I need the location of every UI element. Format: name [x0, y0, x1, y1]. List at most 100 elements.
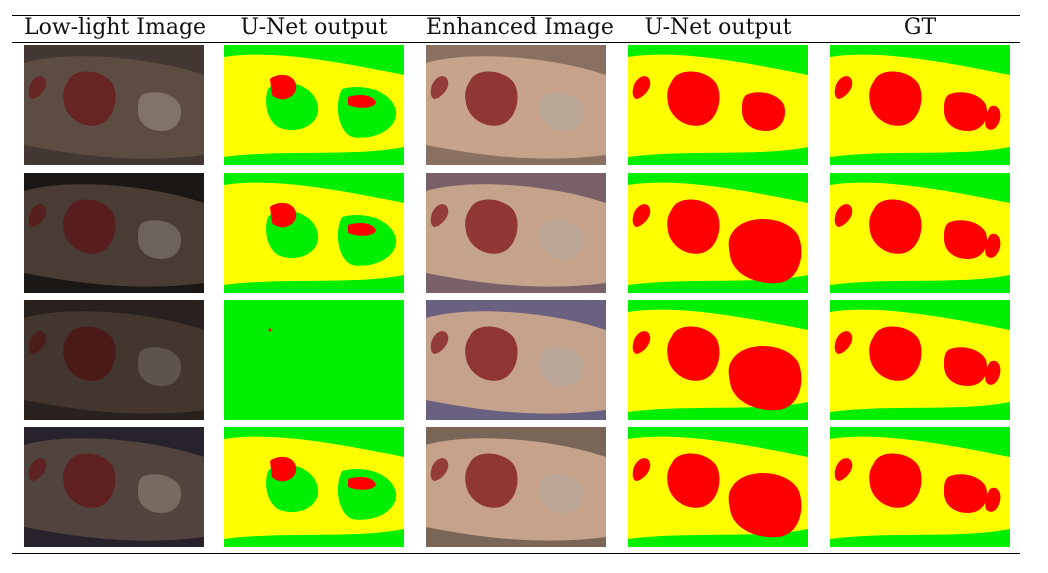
segmentation-mask: [830, 427, 1010, 547]
segmentation-mask: [830, 173, 1010, 293]
photo-cell: [24, 300, 204, 420]
wound-class-region: [728, 472, 802, 538]
wound-class-region: [944, 474, 988, 513]
wound-region: [465, 453, 518, 508]
graft-region: [540, 474, 584, 513]
wound-class-region: [944, 347, 988, 386]
wound-region: [465, 326, 518, 381]
wound-photo: [24, 173, 204, 293]
wound-class-region: [632, 204, 651, 227]
lowlight-shade: [24, 427, 204, 547]
lowlight-shade: [24, 45, 204, 165]
segmentation-mask-cell: [628, 45, 808, 165]
small-wound-region: [430, 458, 449, 481]
small-wound-region: [28, 458, 47, 481]
wound-photo: [24, 300, 204, 420]
column-header-enhanced-image: Enhanced Image: [426, 15, 614, 40]
graft-region: [138, 347, 182, 386]
table-header-rule: [12, 42, 1020, 43]
wound-photo: [426, 45, 606, 165]
wound-photo: [24, 427, 204, 547]
wound-class-region: [944, 220, 988, 259]
wound-class-region: [834, 458, 853, 481]
background-class-region: [224, 300, 404, 420]
graft-region: [138, 474, 182, 513]
wound-class-region: [348, 95, 376, 108]
wound-class-region: [632, 331, 651, 354]
wound-class-region: [834, 331, 853, 354]
segmentation-mask-cell: [224, 427, 404, 547]
wound-class-region: [667, 453, 720, 508]
wound-class-region: [632, 458, 651, 481]
wound-class-region: [667, 326, 720, 381]
lowlight-shade: [24, 300, 204, 420]
wound-class-region: [944, 92, 988, 131]
segmentation-mask-cell: [830, 45, 1010, 165]
wound-photo: [24, 45, 204, 165]
wound-photo: [426, 427, 606, 547]
wound-class-speck: [268, 328, 272, 332]
wound-class-region: [869, 453, 922, 508]
column-header-gt: GT: [903, 15, 937, 40]
segmentation-mask: [628, 300, 808, 420]
segmentation-mask-cell: [224, 173, 404, 293]
small-wound-region: [430, 331, 449, 354]
segmentation-mask: [224, 45, 404, 165]
wound-region: [63, 326, 116, 381]
segmentation-mask: [224, 173, 404, 293]
small-wound-region: [28, 331, 47, 354]
segmentation-mask-cell: [224, 45, 404, 165]
graft-region: [540, 347, 584, 386]
wound-class-region: [270, 456, 297, 482]
photo-cell: [426, 427, 606, 547]
segmentation-mask: [628, 45, 808, 165]
small-wound-region: [28, 204, 47, 227]
column-header-low-light-image: Low-light Image: [24, 15, 207, 40]
graft-region: [540, 220, 584, 259]
graft-region: [540, 92, 584, 131]
wound-class-region: [985, 105, 1001, 130]
wound-photo: [426, 300, 606, 420]
wound-class-region: [985, 360, 1001, 385]
segmentation-mask-cell: [830, 173, 1010, 293]
photo-cell: [24, 427, 204, 547]
graft-region: [138, 220, 182, 259]
wound-class-region: [728, 345, 802, 411]
table-top-rule: [12, 15, 1020, 16]
segmentation-mask: [628, 173, 808, 293]
wound-class-region: [348, 477, 376, 490]
graft-region: [138, 92, 182, 131]
wound-class-region: [632, 76, 651, 99]
wound-class-region: [869, 326, 922, 381]
segmentation-mask: [224, 300, 404, 420]
segmentation-mask: [830, 300, 1010, 420]
small-wound-region: [28, 76, 47, 99]
wound-region: [465, 199, 518, 254]
lowlight-shade: [24, 173, 204, 293]
wound-class-region: [742, 92, 786, 131]
column-header-unet-output-low: U-Net output: [240, 15, 388, 40]
wound-region: [63, 199, 116, 254]
wound-class-region: [667, 199, 720, 254]
photo-cell: [426, 173, 606, 293]
wound-class-region: [869, 199, 922, 254]
wound-class-region: [834, 204, 853, 227]
segmentation-mask-cell: [830, 427, 1010, 547]
wound-class-region: [834, 76, 853, 99]
photo-cell: [426, 300, 606, 420]
table-bottom-rule: [12, 553, 1020, 554]
photo-cell: [24, 173, 204, 293]
segmentation-mask-cell: [628, 300, 808, 420]
segmentation-mask-cell: [224, 300, 404, 420]
segmentation-mask-cell: [628, 427, 808, 547]
wound-class-region: [869, 71, 922, 126]
photo-cell: [24, 45, 204, 165]
column-header-unet-output-enhanced: U-Net output: [644, 15, 792, 40]
small-wound-region: [430, 76, 449, 99]
wound-photo: [426, 173, 606, 293]
wound-class-region: [270, 202, 297, 228]
wound-class-region: [667, 71, 720, 126]
segmentation-mask-cell: [628, 173, 808, 293]
segmentation-mask: [830, 45, 1010, 165]
segmentation-mask: [224, 427, 404, 547]
